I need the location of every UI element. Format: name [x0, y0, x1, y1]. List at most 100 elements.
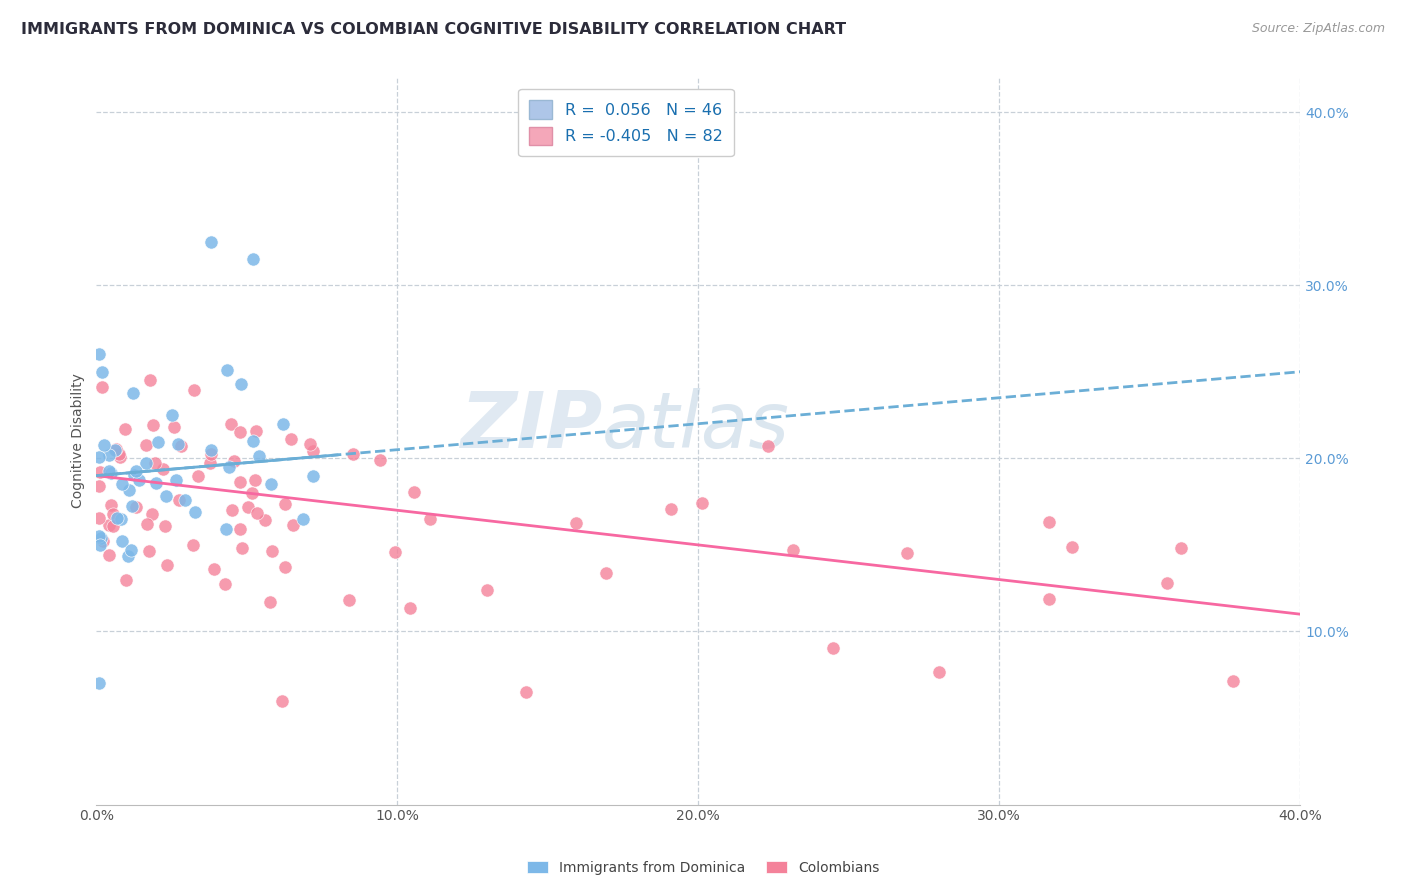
- Point: [97, 464, 120, 478]
- Point: [231, 377, 253, 392]
- Point: [162, 419, 184, 434]
- Text: IMMIGRANTS FROM DOMINICA VS COLOMBIAN COGNITIVE DISABILITY CORRELATION CHART: IMMIGRANTS FROM DOMINICA VS COLOMBIAN CO…: [21, 22, 846, 37]
- Point: [145, 475, 167, 490]
- Point: [260, 477, 283, 491]
- Point: [89, 465, 111, 479]
- Point: [100, 498, 122, 512]
- Point: [1060, 540, 1083, 554]
- Point: [271, 417, 294, 431]
- Point: [165, 473, 187, 487]
- Point: [214, 576, 236, 591]
- Point: [595, 566, 617, 581]
- Point: [170, 439, 193, 453]
- Point: [122, 467, 145, 482]
- Point: [135, 456, 157, 470]
- Point: [229, 522, 252, 536]
- Point: [231, 541, 253, 556]
- Point: [98, 548, 121, 562]
- Point: [114, 422, 136, 436]
- Point: [143, 456, 166, 470]
- Point: [187, 469, 209, 483]
- Point: [155, 489, 177, 503]
- Point: [215, 522, 238, 536]
- Point: [240, 485, 263, 500]
- Point: [659, 501, 682, 516]
- Point: [690, 496, 713, 510]
- Point: [896, 546, 918, 560]
- Point: [292, 512, 315, 526]
- Point: [153, 519, 176, 533]
- Point: [108, 450, 131, 464]
- Point: [104, 443, 127, 458]
- Point: [219, 417, 242, 431]
- Point: [117, 549, 139, 564]
- Point: [200, 456, 222, 470]
- Point: [167, 437, 190, 451]
- Point: [90, 380, 112, 394]
- Point: [402, 485, 425, 500]
- Point: [200, 442, 222, 457]
- Point: [399, 601, 422, 615]
- Legend: Immigrants from Dominica, Colombians: Immigrants from Dominica, Colombians: [522, 855, 884, 880]
- Point: [370, 452, 392, 467]
- Point: [121, 499, 143, 513]
- Point: [138, 543, 160, 558]
- Point: [515, 685, 537, 699]
- Point: [160, 409, 183, 423]
- Point: [242, 434, 264, 448]
- Point: [146, 435, 169, 450]
- Point: [229, 425, 252, 440]
- Point: [91, 365, 114, 379]
- Text: atlas: atlas: [602, 389, 790, 465]
- Point: [215, 362, 238, 376]
- Point: [118, 483, 141, 497]
- Point: [260, 544, 283, 558]
- Point: [111, 533, 134, 548]
- Point: [105, 511, 128, 525]
- Point: [183, 383, 205, 397]
- Point: [156, 558, 179, 572]
- Point: [125, 464, 148, 478]
- Point: [184, 505, 207, 519]
- Point: [419, 512, 441, 526]
- Point: [928, 665, 950, 679]
- Point: [782, 542, 804, 557]
- Point: [100, 466, 122, 480]
- Point: [91, 533, 114, 548]
- Point: [141, 418, 163, 433]
- Point: [221, 503, 243, 517]
- Point: [298, 437, 321, 451]
- Point: [236, 500, 259, 515]
- Point: [242, 252, 264, 267]
- Point: [167, 492, 190, 507]
- Point: [125, 500, 148, 514]
- Point: [273, 559, 295, 574]
- Point: [90, 532, 112, 546]
- Point: [139, 373, 162, 387]
- Point: [101, 519, 124, 533]
- Point: [101, 507, 124, 521]
- Point: [89, 511, 111, 525]
- Point: [274, 497, 297, 511]
- Point: [89, 538, 111, 552]
- Point: [98, 448, 121, 462]
- Point: [259, 595, 281, 609]
- Point: [243, 473, 266, 487]
- Point: [89, 479, 111, 493]
- Point: [1038, 515, 1060, 529]
- Point: [89, 676, 111, 690]
- Text: ZIP: ZIP: [460, 389, 602, 465]
- Point: [823, 640, 845, 655]
- Point: [89, 347, 111, 361]
- Point: [105, 442, 128, 456]
- Point: [173, 492, 195, 507]
- Point: [114, 574, 136, 588]
- Point: [222, 454, 245, 468]
- Point: [183, 538, 205, 552]
- Point: [1156, 576, 1178, 591]
- Point: [122, 386, 145, 401]
- Point: [97, 518, 120, 533]
- Point: [342, 447, 364, 461]
- Point: [218, 460, 240, 475]
- Point: [1222, 674, 1244, 689]
